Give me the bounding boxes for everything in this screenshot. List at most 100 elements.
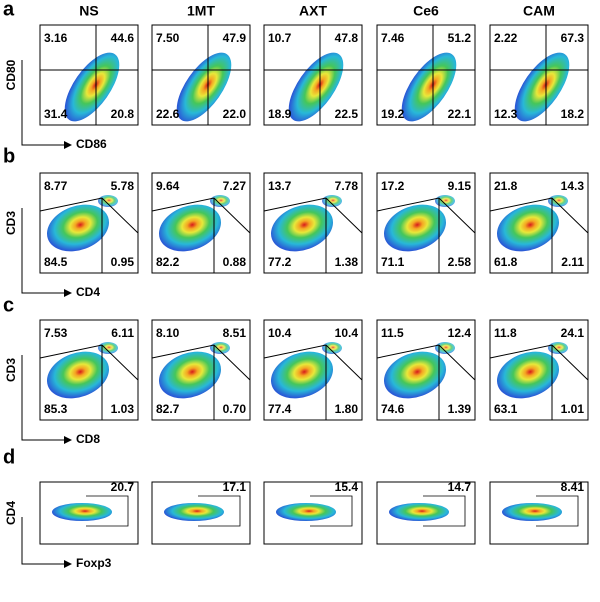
gate-value: 21.8 [494,179,518,193]
gate-value: 10.4 [268,326,292,340]
gate [263,344,363,420]
gate-value: 22.0 [223,107,247,121]
gate-value: 8.10 [156,326,180,340]
density [271,351,333,399]
gate-value: 11.5 [381,326,404,340]
density [98,195,118,207]
panel-letter: b [3,145,15,167]
gate-value: 77.2 [268,255,292,269]
gate-value: 22.5 [335,107,359,121]
gate-value: 10.4 [335,326,359,340]
gate-value: 15.4 [335,480,359,494]
gate-value: 19.2 [381,107,405,121]
gate-value: 77.4 [268,402,292,416]
gate-value: 82.2 [156,255,180,269]
gate [151,197,251,273]
gate [489,197,589,273]
gate-value: 20.7 [111,480,135,494]
gate-value: 18.2 [561,107,585,121]
gate-value: 7.50 [156,31,180,45]
gate-value: 67.3 [561,31,585,45]
gate-value: 31.4 [44,107,68,121]
gate [310,495,353,527]
gate-value: 24.1 [561,326,585,340]
density [98,342,118,354]
gate-value: 17.2 [381,179,405,193]
gate-value: 82.7 [156,402,180,416]
plot: 20.7 [39,480,139,545]
y-axis-label: CD3 [4,358,18,382]
density [47,204,109,252]
density [159,351,221,399]
gate-value: 85.3 [44,402,68,416]
density [164,503,224,521]
gate-value: 7.46 [381,31,405,45]
plot: 17.2 9.15 71.1 2.58 [376,172,476,274]
gate-value: 8.41 [561,480,585,494]
x-axis-label: Foxp3 [76,556,112,570]
gate [423,495,466,527]
density [389,503,449,521]
column-header: CAM [523,3,555,19]
plot: 7.50 47.9 22.6 22.0 [151,24,251,126]
gate-value: 22.6 [156,107,180,121]
x-axis-label: CD4 [76,285,100,299]
density [52,503,112,521]
plot: 15.4 [263,480,363,545]
gate-value: 74.6 [381,402,405,416]
plot: 13.7 7.78 77.2 1.38 [263,172,363,274]
plot: 7.53 6.11 85.3 1.03 [39,319,139,421]
gate-value: 14.3 [561,179,585,193]
gate-value: 84.5 [44,255,68,269]
gate-value: 1.03 [111,402,135,416]
density [384,351,446,399]
gate-value: 71.1 [381,255,405,269]
gate-value: 5.78 [111,179,135,193]
gate-value: 6.11 [111,326,134,340]
plot: 17.1 [151,480,251,545]
gate [86,495,129,527]
plot: 11.8 24.1 63.1 1.01 [489,319,589,421]
gate-value: 1.01 [561,402,585,416]
axis-arrow [21,60,72,149]
axis-arrow [21,355,72,444]
density [497,351,559,399]
gate-value: 2.22 [494,31,518,45]
gate-value: 1.38 [335,255,359,269]
plot: 8.10 8.51 82.7 0.70 [151,319,251,421]
gate-value: 20.8 [111,107,135,121]
gate-value: 7.78 [335,179,359,193]
gate-value: 22.1 [448,107,472,121]
density [384,204,446,252]
density [159,204,221,252]
x-axis-label: CD86 [76,137,107,151]
gate-value: 63.1 [494,402,518,416]
gate-value: 0.70 [223,402,247,416]
density [210,342,230,354]
gate-value: 7.53 [44,326,68,340]
gate-value: 18.9 [268,107,292,121]
plot: 3.16 44.6 31.4 20.8 [39,24,139,126]
gate-value: 9.64 [156,179,180,193]
plot: 2.22 67.3 12.3 18.2 [489,24,589,126]
gate [263,197,363,273]
gate-value: 47.8 [335,31,359,45]
column-header: 1MT [187,3,215,19]
panel-letter: a [3,0,15,20]
axis-arrow [21,208,72,297]
plot: 14.7 [376,480,476,545]
gate-value: 14.7 [448,480,472,494]
gate-value: 10.7 [268,31,292,45]
plot: 11.5 12.4 74.6 1.39 [376,319,476,421]
density [435,195,455,207]
gate [39,344,139,420]
density [548,195,568,207]
gate [151,344,251,420]
density [435,342,455,354]
plot: 7.46 51.2 19.2 22.1 [376,24,476,126]
gate [489,344,589,420]
gate-value: 17.1 [223,480,247,494]
gate [376,344,476,420]
density [276,503,336,521]
